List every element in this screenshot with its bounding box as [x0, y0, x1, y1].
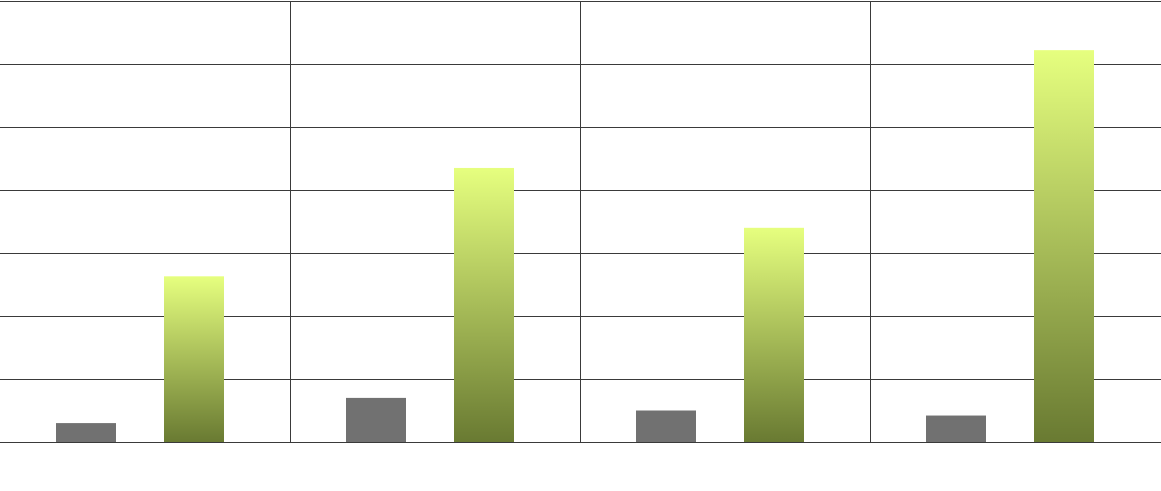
- bar-series-2-category-1: [164, 276, 224, 442]
- bar-series-2-category-4: [1034, 50, 1094, 442]
- bar-series-2-category-3: [744, 227, 804, 442]
- bar-series-1-category-3: [636, 410, 696, 442]
- bar-series-1-category-1: [56, 423, 116, 442]
- bars: [56, 50, 1094, 442]
- bar-series-1-category-2: [346, 397, 406, 442]
- bar-series-1-category-4: [926, 415, 986, 442]
- bar-series-2-category-2: [454, 167, 514, 442]
